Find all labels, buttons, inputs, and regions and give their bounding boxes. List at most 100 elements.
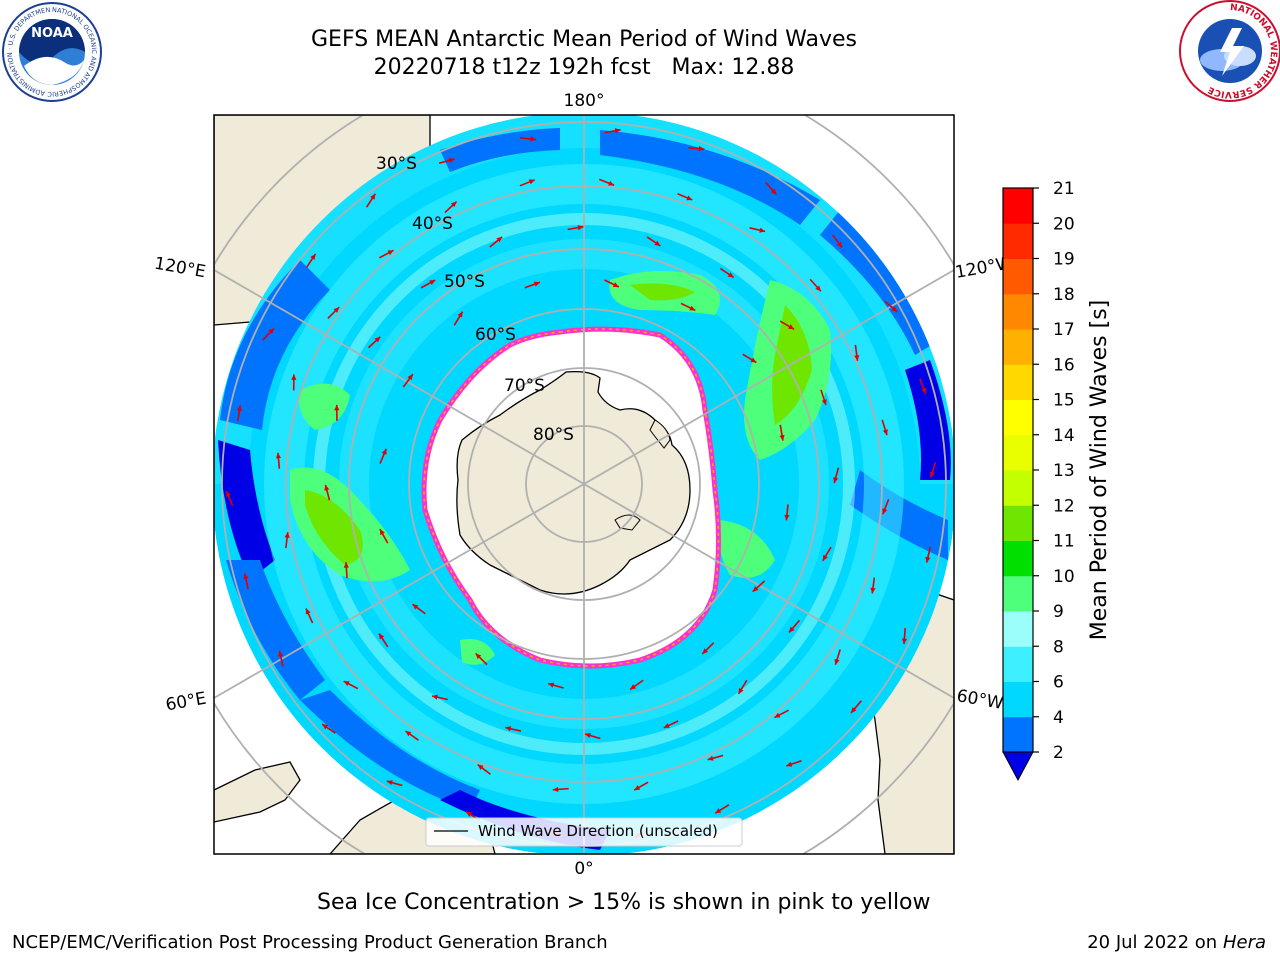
map-frame xyxy=(213,114,955,855)
wave-direction-arrowhead xyxy=(921,387,927,394)
footer-host: Hera xyxy=(1222,932,1266,953)
footer-date-text: 20 Jul 2022 on xyxy=(1087,932,1223,953)
wave-direction-arrowhead xyxy=(236,405,243,411)
wave-direction-arrowhead xyxy=(275,452,282,459)
wave-direction-arrowhead xyxy=(528,179,535,185)
wave-direction-arrowhead xyxy=(891,306,898,312)
colorbar-tick-label: 15 xyxy=(1053,391,1075,411)
wave-direction-arrowhead xyxy=(698,146,705,152)
colorbar-segment xyxy=(1003,258,1033,295)
wave-direction-arrowhead xyxy=(333,307,340,313)
colorbar-segment xyxy=(1003,716,1033,753)
wave-direction-arrowhead xyxy=(432,694,438,700)
colorbar-tick-label: 14 xyxy=(1053,426,1075,446)
wave-direction-arrowhead xyxy=(707,755,714,761)
wave-direction-arrowhead xyxy=(496,236,503,243)
wave-direction-arrowhead xyxy=(750,357,757,363)
wave-direction-arrowhead xyxy=(429,280,436,285)
wave-direction-arrowhead xyxy=(370,193,376,200)
wave-direction-arrowhead xyxy=(608,180,615,186)
colorbar: 2 4 6 8 9 10 11 12 13 14 15 16 17 18 19 20 21 Mean Perio… xyxy=(1002,179,1112,782)
wave-direction-arrowhead xyxy=(788,324,795,330)
lat-label-50s: 50°S xyxy=(444,272,485,292)
wave-direction-arrowhead xyxy=(854,355,860,361)
wave-direction-arrowhead xyxy=(634,785,641,791)
wind-wave-arrows xyxy=(225,128,937,839)
colorbar-segment xyxy=(1003,505,1033,541)
wave-direction-arrowhead xyxy=(779,434,785,441)
colorbar-segment xyxy=(1003,540,1033,577)
colorbar-segment xyxy=(1003,681,1033,718)
wave-direction-arrowhead xyxy=(727,272,734,278)
colorbar-segment xyxy=(1003,188,1033,224)
wave-direction-arrowhead xyxy=(614,128,621,134)
wave-direction-arrowhead xyxy=(322,724,329,730)
wave-direction-arrowhead xyxy=(305,608,311,615)
wave-direction-arrowhead xyxy=(715,808,722,814)
colorbar-segment xyxy=(1003,470,1033,506)
sea-ice-caption: Sea Ice Concentration > 15% is shown in … xyxy=(317,890,931,915)
map-legend: Wind Wave Direction (unscaled) xyxy=(425,817,743,847)
wave-direction-arrowhead xyxy=(284,532,290,538)
meridian-120e-60w xyxy=(214,269,954,699)
colorbar-segment xyxy=(1003,293,1033,330)
wave-direction-arrowhead xyxy=(584,732,591,738)
wave-direction-arrowhead xyxy=(552,786,559,793)
wave-direction-arrowhead xyxy=(548,682,555,688)
colorbar-segment xyxy=(1003,646,1033,682)
wave-direction-arrowhead xyxy=(663,723,670,728)
colorbar-extend-min xyxy=(1002,751,1034,782)
wave-direction-arrowhead xyxy=(457,311,463,318)
noaa-logo-text: NOAA xyxy=(31,26,73,41)
noaa-logo: NATIONAL OCEANIC AND ATMOSPHERIC ADMINIS… xyxy=(0,0,102,102)
colorbar-segment xyxy=(1003,575,1033,612)
land-antarctica xyxy=(456,370,691,595)
colorbar-tick-label: 11 xyxy=(1053,532,1075,552)
colorbar-tick-label: 13 xyxy=(1053,461,1075,481)
wave-direction-arrowhead xyxy=(870,587,876,594)
wave-direction-arrowhead xyxy=(381,448,387,455)
wave-direction-arrowhead xyxy=(278,650,284,657)
nws-logo: NATIONAL WEATHER SERVICE xyxy=(1179,0,1280,102)
colorbar-tick-label: 10 xyxy=(1053,567,1075,587)
wave-direction-arrowhead xyxy=(378,633,385,640)
wave-direction-arrowhead xyxy=(374,336,381,343)
wave-direction-arrowhead xyxy=(387,250,394,256)
wave-direction-arrowhead xyxy=(386,780,393,786)
wave-direction-arrowhead xyxy=(784,514,790,521)
wave-direction-arrowhead xyxy=(786,761,793,767)
chart-title: GEFS MEAN Antarctic Mean Period of Wind … xyxy=(311,27,857,52)
colorbar-segment xyxy=(1003,611,1033,647)
wave-direction-arrowhead xyxy=(822,554,828,561)
wave-direction-arrowhead xyxy=(851,707,857,713)
colorbar-tick-label: 6 xyxy=(1053,673,1064,693)
colorbar-tick-label: 20 xyxy=(1053,214,1075,234)
wave-direction-arrowhead xyxy=(612,282,619,287)
colorbar-tick-label: 17 xyxy=(1053,320,1075,340)
colorbar-tick-label: 19 xyxy=(1053,250,1075,270)
wave-direction-arrowhead xyxy=(343,681,350,686)
lat-label-60s: 60°S xyxy=(475,325,516,345)
lat-label-40s: 40°S xyxy=(412,214,453,234)
colorbar-segment xyxy=(1003,364,1033,400)
wave-direction-arrowhead xyxy=(901,638,908,645)
wave-direction-arrowhead xyxy=(738,687,744,694)
land-antarctic-peninsula xyxy=(649,419,671,449)
lat-label-30s: 30°S xyxy=(376,154,417,174)
wave-direction-arrowhead xyxy=(405,731,412,737)
colorbar-tick-label: 16 xyxy=(1053,355,1075,375)
wave-direction-arrowhead xyxy=(243,573,249,580)
wave-direction-arrowhead xyxy=(530,136,537,142)
colorbar-segment xyxy=(1003,223,1033,259)
wave-direction-arrowhead xyxy=(702,648,709,654)
wave-direction-arrowhead xyxy=(268,328,274,335)
colorbar-tick-label: 21 xyxy=(1053,179,1075,199)
colorbar-tick-label: 9 xyxy=(1053,602,1064,622)
footer-branch: NCEP/EMC/Verification Post Processing Pr… xyxy=(12,932,608,953)
wave-direction-arrowhead xyxy=(226,490,231,497)
map-panel: 30°S 40°S 50°S 60°S 70°S 80°S Wind Wave … xyxy=(214,115,954,854)
wave-direction-arrowhead xyxy=(789,626,795,633)
lon-label-60e: 60°E xyxy=(164,689,208,716)
wave-direction-arrowhead xyxy=(882,429,888,436)
